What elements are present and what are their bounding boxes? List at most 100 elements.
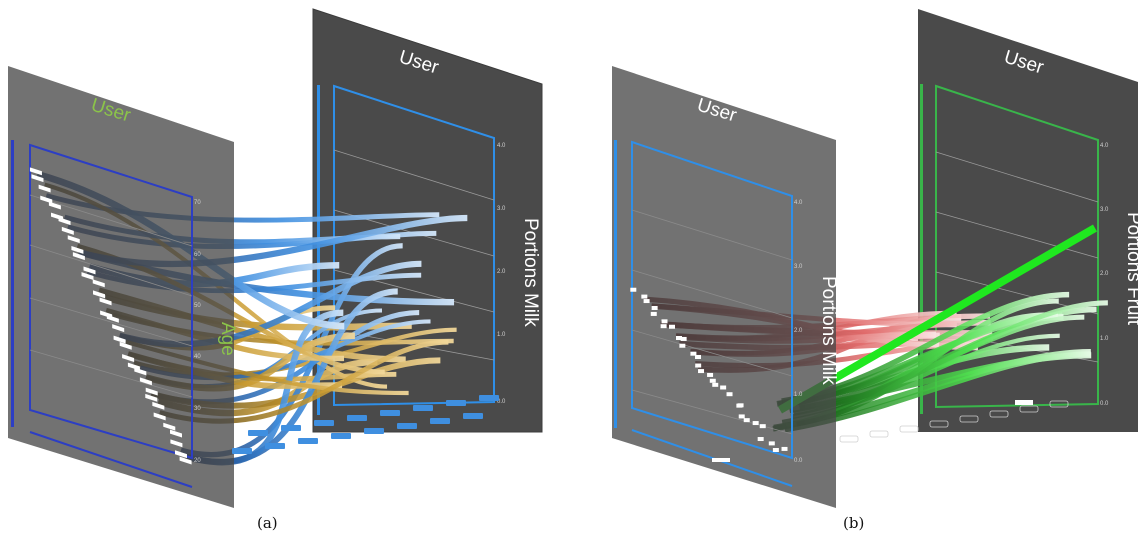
data-mark (680, 336, 687, 341)
floor-mark (347, 415, 367, 421)
floor-mark (397, 423, 417, 429)
data-mark (145, 387, 158, 396)
data-mark (38, 184, 51, 193)
floor-mark (899, 425, 919, 433)
data-mark (153, 412, 166, 421)
floor-mark (248, 430, 268, 436)
data-mark (152, 401, 165, 410)
data-mark (752, 421, 759, 426)
tick-label: 4.0 (1100, 143, 1109, 149)
data-mark (163, 422, 176, 431)
data-mark (112, 324, 125, 333)
tick-label: 3.0 (794, 264, 803, 270)
figure-b: 4.0 3.0 2.0 1.0 0.0 User Portions Fruit (612, 9, 1138, 508)
floor-mark (479, 395, 499, 401)
data-mark (170, 429, 183, 438)
data-mark (679, 343, 686, 348)
data-mark (81, 272, 94, 281)
data-mark (99, 297, 112, 306)
data-mark (737, 403, 744, 408)
floor-mark (712, 458, 730, 462)
data-mark (48, 201, 61, 210)
floor-mark (463, 413, 483, 419)
data-mark (661, 319, 668, 324)
floor-mark (298, 438, 318, 444)
caption-b: (b) (843, 514, 865, 532)
floor-mark (281, 425, 301, 431)
floor-mark (413, 405, 433, 411)
axis-label: Portions Milk (520, 218, 541, 327)
data-mark (738, 414, 745, 419)
data-mark (174, 450, 187, 459)
tick-label: 0.0 (794, 458, 803, 464)
floor-mark (1019, 405, 1039, 413)
floor-mark (430, 418, 450, 424)
data-mark (709, 378, 716, 383)
tick-label: 1.0 (1100, 336, 1109, 342)
data-mark (660, 324, 667, 329)
data-mark (641, 294, 648, 299)
tick-label: 4.0 (794, 200, 803, 206)
data-mark (122, 354, 135, 363)
floor-mark (839, 435, 859, 443)
floor-mark (1049, 400, 1069, 408)
data-mark (31, 174, 44, 183)
data-mark (72, 252, 85, 261)
data-mark (759, 424, 766, 429)
axis-label: Portions Fruit (1123, 212, 1138, 326)
data-mark (698, 369, 705, 374)
floor-mark (929, 420, 949, 428)
tick-label: 0.0 (1100, 401, 1109, 407)
data-mark (668, 324, 675, 329)
data-mark (58, 217, 71, 226)
floor-mark (1015, 400, 1033, 405)
data-mark (134, 367, 147, 376)
tick-label: 2.0 (497, 269, 506, 275)
tick-label: 1.0 (794, 392, 803, 398)
data-mark (71, 246, 84, 254)
floor-mark (446, 400, 466, 406)
tick-label: 2.0 (794, 328, 803, 334)
data-mark (743, 418, 750, 423)
data-mark (92, 290, 105, 299)
data-mark (720, 385, 727, 390)
data-mark (83, 266, 96, 275)
data-mark (726, 392, 733, 397)
floor-mark (265, 443, 285, 449)
tick-label: 60 (194, 252, 201, 258)
tick-label: 40 (194, 354, 201, 360)
data-mark (712, 382, 719, 387)
tick-label: 20 (194, 458, 201, 464)
tick-label: 30 (194, 406, 201, 412)
data-mark (707, 372, 714, 377)
tick-label: 4.0 (497, 143, 506, 149)
data-mark (675, 335, 682, 340)
figure-b-floor-marks (712, 400, 1069, 462)
data-mark (768, 441, 775, 446)
data-mark (92, 279, 105, 288)
floor-mark (989, 410, 1009, 418)
link-line (795, 312, 1058, 406)
tick-label: 50 (194, 303, 201, 309)
data-mark (179, 456, 192, 465)
data-mark (630, 287, 637, 292)
data-mark (61, 226, 74, 235)
tick-label: 3.0 (1100, 207, 1109, 213)
floor-mark (331, 433, 351, 439)
tick-label: 2.0 (1100, 271, 1109, 277)
figure-a: 4.0 3.0 2.0 1.0 0.0 User Portions Milk (8, 8, 543, 508)
caption-a: (a) (257, 514, 278, 532)
tick-label: 70 (194, 200, 201, 206)
data-mark (772, 448, 779, 453)
data-mark (695, 354, 702, 359)
data-mark (757, 437, 764, 442)
tick-label: 0.0 (497, 399, 506, 405)
data-mark (170, 439, 183, 448)
tick-label: 1.0 (497, 332, 506, 338)
data-mark (145, 393, 158, 402)
floor-mark (314, 420, 334, 426)
data-mark (29, 167, 42, 176)
figure-a-floor-marks (232, 395, 499, 454)
data-mark (695, 363, 702, 368)
